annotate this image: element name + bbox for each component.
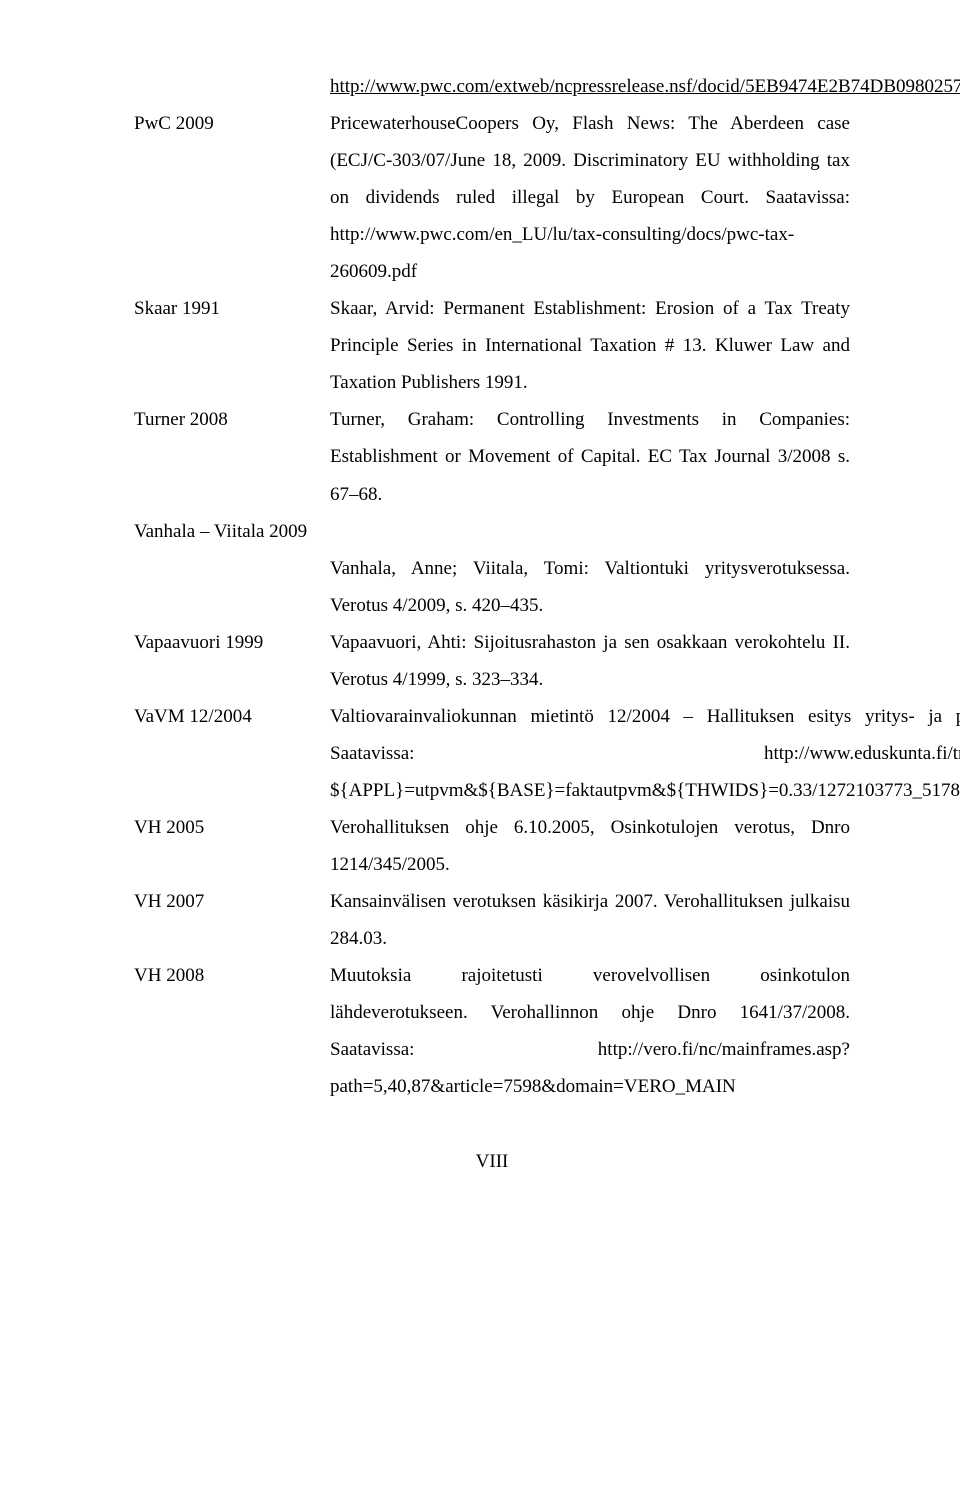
page-content: http://www.pwc.com/extweb/ncpressrelease… [0, 0, 960, 1240]
entry-label: Vapaavuori 1999 [134, 624, 330, 698]
entry-description: Kansainvälisen verotuksen käsikirja 2007… [330, 883, 850, 957]
bibliography-entry: Vanhala, Anne; Viitala, Tomi: Valtiontuk… [134, 550, 850, 624]
bibliography-entry: PwC 2009PricewaterhouseCoopers Oy, Flash… [134, 105, 850, 290]
entry-label: PwC 2009 [134, 105, 330, 290]
entry-label [134, 68, 330, 105]
entry-label: VH 2007 [134, 883, 330, 957]
entry-description: Vapaavuori, Ahti: Sijoitusrahaston ja se… [330, 624, 850, 698]
page-number: VIII [134, 1143, 850, 1180]
entry-description: Turner, Graham: Controlling Investments … [330, 401, 850, 512]
entry-label: Skaar 1991 [134, 290, 330, 401]
bibliography-entry: VaVM 12/2004Valtiovarainvaliokunnan miet… [134, 698, 850, 809]
entry-description: Verohallituksen ohje 6.10.2005, Osinkotu… [330, 809, 850, 883]
entry-label: Turner 2008 [134, 401, 330, 512]
bibliography-entry: VH 2008Muutoksia rajoitetusti verovelvol… [134, 957, 850, 1105]
bibliography-entry: http://www.pwc.com/extweb/ncpressrelease… [134, 68, 850, 105]
bibliography-entry: Vapaavuori 1999Vapaavuori, Ahti: Sijoitu… [134, 624, 850, 698]
bibliography-list: http://www.pwc.com/extweb/ncpressrelease… [134, 68, 850, 1105]
bibliography-entry: VH 2005Verohallituksen ohje 6.10.2005, O… [134, 809, 850, 883]
entry-description: Skaar, Arvid: Permanent Establishment: E… [330, 290, 850, 401]
entry-description: Valtiovarainvaliokunnan mietintö 12/2004… [330, 698, 960, 809]
entry-description: PricewaterhouseCoopers Oy, Flash News: T… [330, 105, 850, 290]
entry-description: Vanhala, Anne; Viitala, Tomi: Valtiontuk… [330, 550, 850, 624]
entry-label-spacer [134, 550, 330, 624]
bibliography-entry: Turner 2008Turner, Graham: Controlling I… [134, 401, 850, 512]
entry-label: VaVM 12/2004 [134, 698, 330, 809]
entry-description: http://www.pwc.com/extweb/ncpressrelease… [330, 68, 960, 105]
bibliography-entry: VH 2007Kansainvälisen verotuksen käsikir… [134, 883, 850, 957]
entry-label: VH 2005 [134, 809, 330, 883]
entry-label: Vanhala – Viitala 2009 [134, 513, 850, 550]
bibliography-entry: Skaar 1991Skaar, Arvid: Permanent Establ… [134, 290, 850, 401]
entry-description: Muutoksia rajoitetusti verovelvollisen o… [330, 957, 850, 1105]
entry-label: VH 2008 [134, 957, 330, 1105]
